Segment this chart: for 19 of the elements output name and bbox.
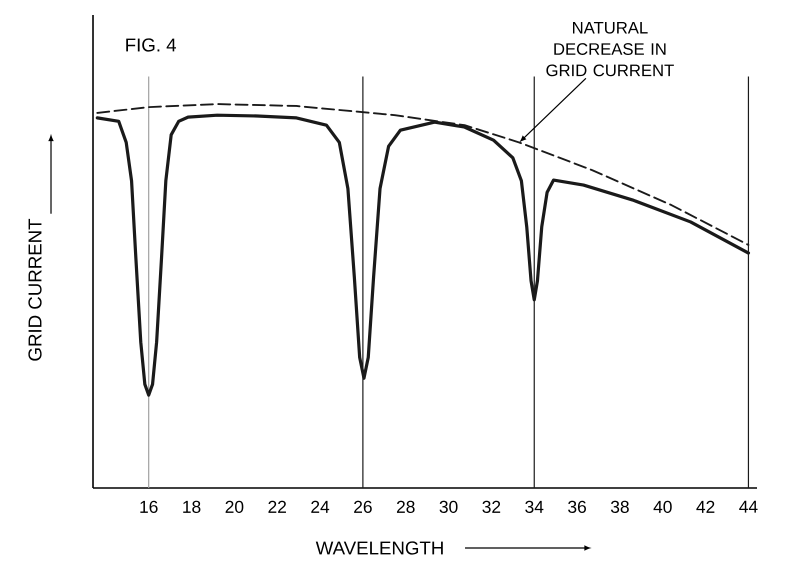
x-tick-label: 40 [654, 500, 672, 513]
x-tick-label: 32 [482, 500, 500, 513]
x-tick-label: 18 [183, 500, 200, 513]
x-axis-title: WAVELENGTH [316, 541, 443, 555]
x-tick-label: 20 [226, 500, 244, 513]
x-tick-label: 22 [268, 500, 286, 513]
x-tick-label: 28 [396, 500, 415, 513]
x-tick-label: 44 [739, 500, 758, 513]
x-tick-label: 36 [568, 500, 586, 513]
x-tick-label: 42 [696, 500, 714, 513]
annotation: NATURAL DECREASE IN GRID CURRENT [546, 22, 674, 76]
chart-title: FIG. 4 [126, 38, 176, 52]
x-tick-label: 26 [354, 500, 372, 513]
x-tick-label: 38 [610, 500, 629, 513]
x-tick-label: 24 [311, 500, 330, 513]
y-axis-title: GRID CURRENT [28, 218, 42, 361]
x-tick-label: 30 [440, 500, 458, 513]
x-tick-label: 16 [140, 500, 158, 513]
x-tick-label: 34 [525, 500, 544, 513]
